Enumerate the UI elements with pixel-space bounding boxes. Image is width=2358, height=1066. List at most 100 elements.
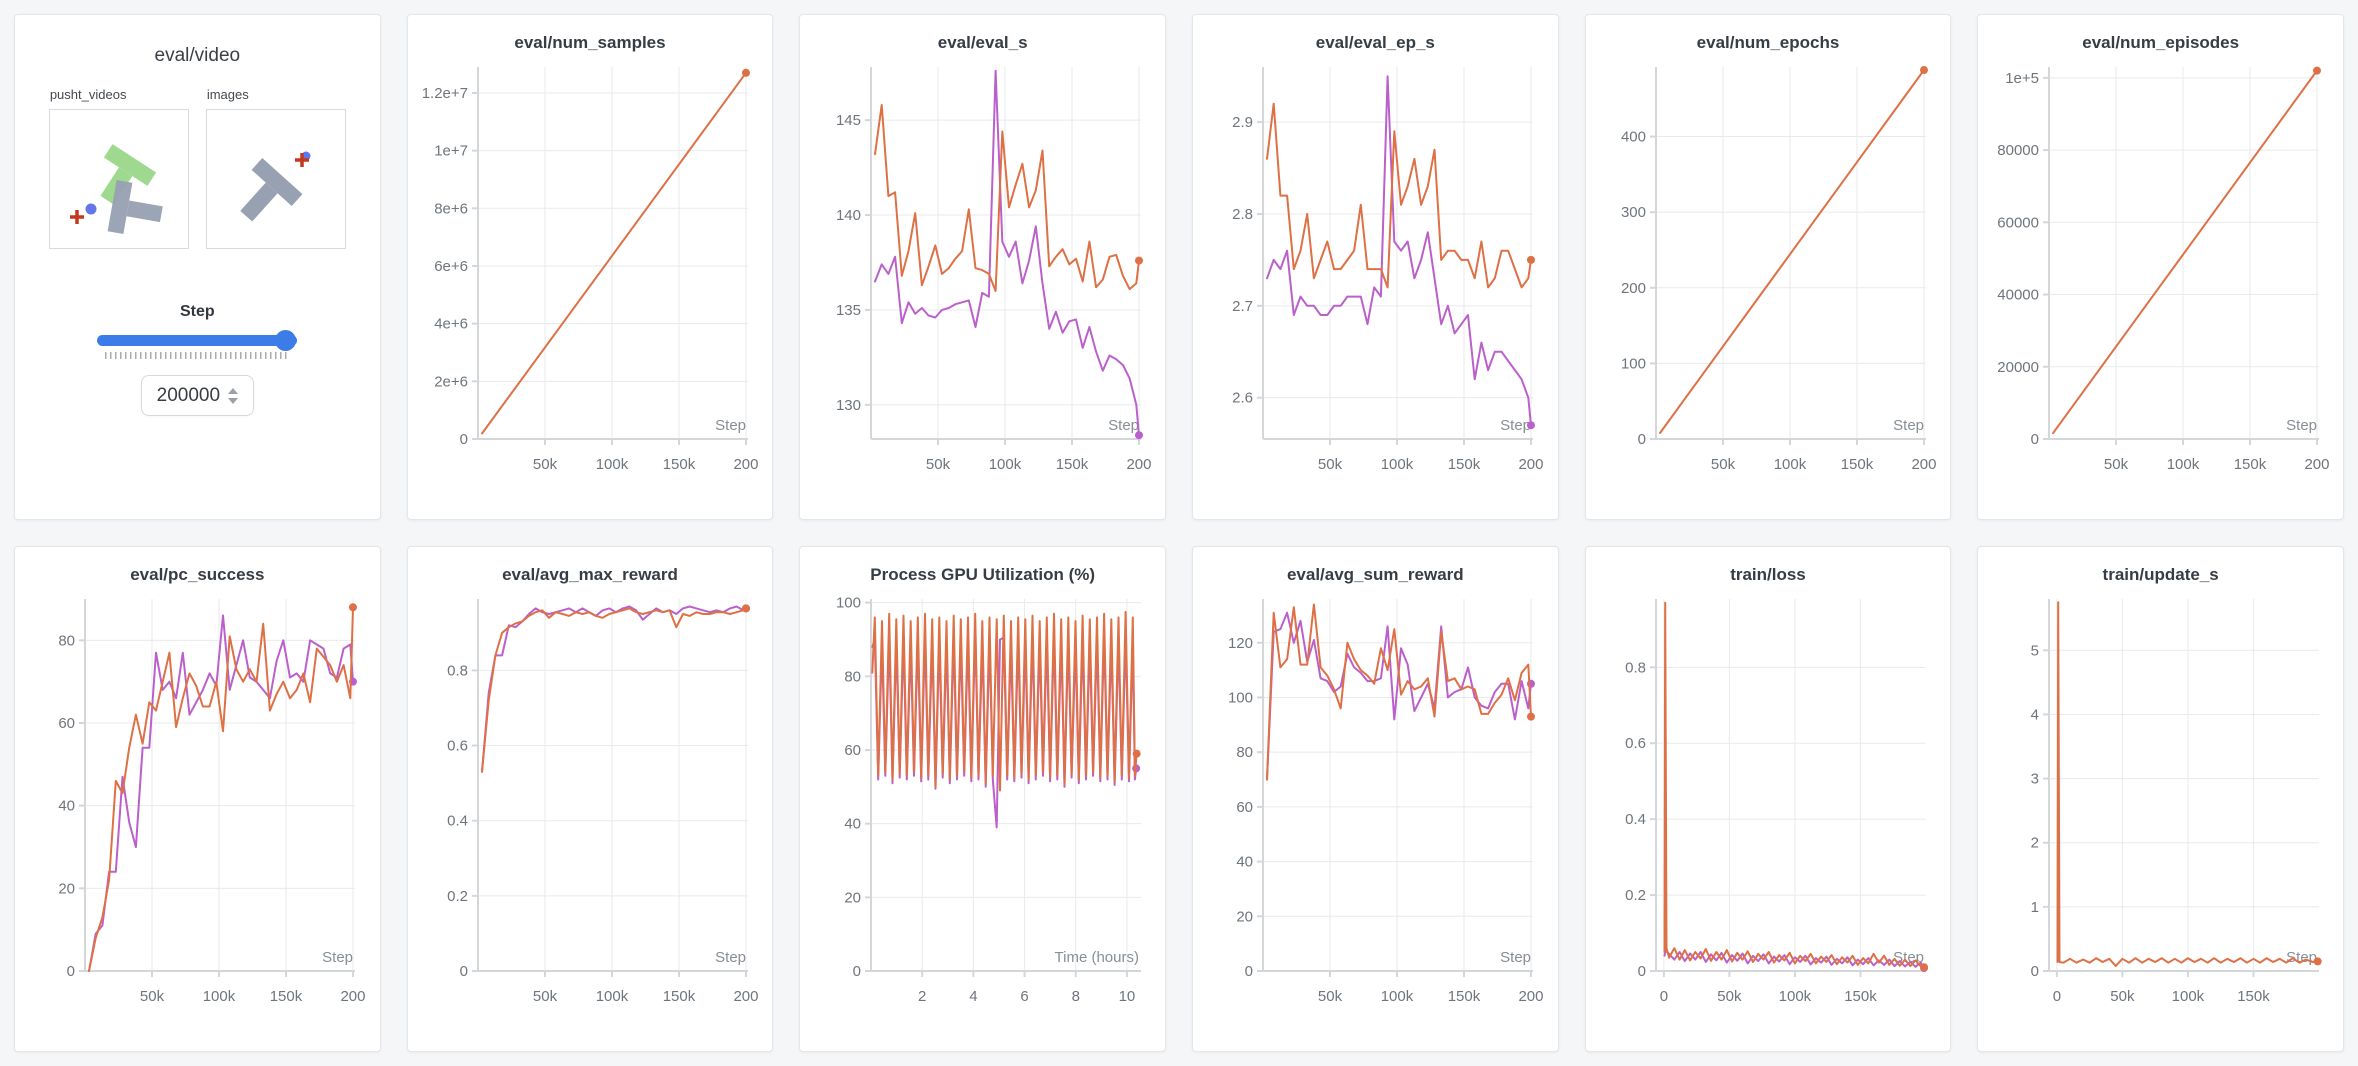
svg-text:0: 0 [1660,988,1668,1005]
svg-text:60: 60 [1237,799,1254,816]
chart-canvas-eval-num-samples[interactable]: 50k 100k 150k 200 0 2e+6 4e+6 6e+6 8e+6 1e+7 1.2e+… [418,57,762,487]
panel-title: Process GPU Utilization (%) [870,565,1096,584]
svg-text:4: 4 [969,988,977,1005]
svg-text:Step: Step [715,417,746,434]
svg-text:5: 5 [2030,642,2038,659]
images-thumbnail[interactable] [205,109,346,249]
svg-text:0: 0 [67,963,75,980]
panel-title: eval/avg_max_reward [502,565,678,584]
svg-text:4: 4 [2030,706,2038,723]
svg-text:100: 100 [1228,689,1253,706]
chart-canvas-eval-pc-success[interactable]: 50k 100k 150k 200 0 20 40 60 80 Step [25,589,369,1019]
svg-text:1.2e+7: 1.2e+7 [422,85,468,102]
agent-dot [85,203,97,215]
chart-canvas-eval-eval-ep-s[interactable]: 50k 100k 150k 200 2.6 2.7 2.8 2.9 Step [1203,57,1547,487]
svg-text:100: 100 [836,595,861,612]
svg-text:1: 1 [2030,899,2038,916]
svg-text:1e+5: 1e+5 [2005,70,2039,87]
panel-title: train/loss [1730,565,1806,584]
svg-text:0.8: 0.8 [447,662,468,679]
chart-canvas-train-update-s[interactable]: 0 50k 100k 150k 0 1 2 3 4 5 Step [1989,589,2333,1019]
svg-text:3: 3 [2030,771,2038,788]
panel-title: eval/avg_sum_reward [1286,565,1464,584]
chart-canvas-eval-avg-sum-reward[interactable]: 50k 100k 150k 200 0 20 40 60 80 100 120 Step [1203,589,1547,1019]
svg-text:Step: Step [1500,949,1531,966]
svg-text:Step: Step [2286,949,2317,966]
step-slider[interactable] [97,330,298,351]
svg-text:40: 40 [844,816,861,833]
panel-eval-num-episodes: eval/num_episodes 50k 100k 150k 200 0 20000 40… [1977,14,2344,520]
svg-text:150k: 150k [1055,456,1088,473]
svg-text:80: 80 [59,632,76,649]
media-item-images: images [205,87,346,249]
pusht-video-thumbnail[interactable] [48,109,189,249]
chart-canvas-eval-eval-s[interactable]: 50k 100k 150k 200 130 135 140 145 Step [811,57,1155,487]
svg-text:100k: 100k [988,456,1021,473]
step-input-value[interactable]: 200000 [156,384,221,406]
svg-text:150k: 150k [1841,456,1874,473]
svg-text:Step: Step [1500,417,1531,434]
chart-canvas-eval-avg-max-reward[interactable]: 50k 100k 150k 200 0 0.2 0.4 0.6 0.8 Step [418,589,762,1019]
svg-text:130: 130 [836,397,861,414]
panel-title: eval/num_epochs [1696,33,1840,52]
target-cross-icon [69,210,84,224]
svg-text:100k: 100k [2166,456,2199,473]
chart-canvas-eval-num-epochs[interactable]: 50k 100k 150k 200 0 100 200 300 400 Step [1596,57,1940,487]
media-row: pusht_videos [48,87,346,249]
svg-text:0.4: 0.4 [1625,811,1646,828]
svg-text:50k: 50k [2104,456,2129,473]
step-control: Step 200000 [97,303,298,416]
svg-text:2.6: 2.6 [1232,390,1253,407]
svg-text:60: 60 [844,742,861,759]
svg-text:40000: 40000 [1997,287,2039,304]
svg-text:1e+7: 1e+7 [434,143,468,160]
svg-text:50k: 50k [2110,988,2135,1005]
svg-text:0: 0 [2030,431,2038,448]
svg-text:8: 8 [1071,988,1079,1005]
panel-eval-video: eval/video pusht_videos [14,14,381,520]
svg-text:8e+6: 8e+6 [434,200,468,217]
svg-text:6e+6: 6e+6 [434,258,468,275]
step-slider-track[interactable] [97,335,298,346]
svg-text:0: 0 [1245,963,1253,980]
svg-text:200: 200 [1519,988,1544,1005]
svg-text:150k: 150k [2237,988,2270,1005]
svg-text:0: 0 [2052,988,2060,1005]
svg-text:2.7: 2.7 [1232,298,1253,315]
svg-text:150k: 150k [1448,988,1481,1005]
panel-title: eval/eval_ep_s [1315,33,1435,52]
svg-text:20: 20 [844,889,861,906]
svg-text:20: 20 [59,880,76,897]
step-slider-label: Step [179,303,215,320]
svg-text:150k: 150k [270,988,303,1005]
svg-text:50k: 50k [140,988,165,1005]
svg-text:135: 135 [836,302,861,319]
step-increment-button[interactable] [228,387,239,394]
step-decrement-button[interactable] [228,397,239,404]
svg-text:0.6: 0.6 [1625,735,1646,752]
panel-eval-num-samples: eval/num_samples 50k 100k 150k 200 0 2e+6 4e+6… [406,14,774,520]
panel-eval-avg-max-reward: eval/avg_max_reward 50k 100k 150k 200 0 0.2 0.… [406,546,774,1052]
chart-canvas-eval-num-episodes[interactable]: 50k 100k 150k 200 0 20000 40000 60000 80000 1e+5 S… [1989,57,2333,487]
svg-text:200: 200 [1519,456,1544,473]
svg-text:400: 400 [1621,129,1646,146]
svg-text:200: 200 [733,456,758,473]
svg-text:Step: Step [1893,417,1924,434]
step-input[interactable]: 200000 [140,375,254,416]
pusht-image-icon [240,151,311,222]
svg-text:150k: 150k [1844,988,1877,1005]
svg-text:0: 0 [460,963,468,980]
panel-title: eval/num_samples [514,33,666,52]
svg-text:100k: 100k [596,456,629,473]
svg-text:0.8: 0.8 [1625,659,1646,676]
svg-text:150k: 150k [663,988,696,1005]
svg-text:0: 0 [2030,963,2038,980]
svg-text:6: 6 [1020,988,1028,1005]
svg-text:50k: 50k [926,456,951,473]
step-slider-thumb[interactable] [275,330,297,351]
panel-eval-eval-ep-s: eval/eval_ep_s 50k 100k 150k 200 2.6 2.7 2.8 2.… [1191,14,1559,520]
svg-text:200: 200 [1621,280,1646,297]
svg-text:100: 100 [1621,355,1646,372]
